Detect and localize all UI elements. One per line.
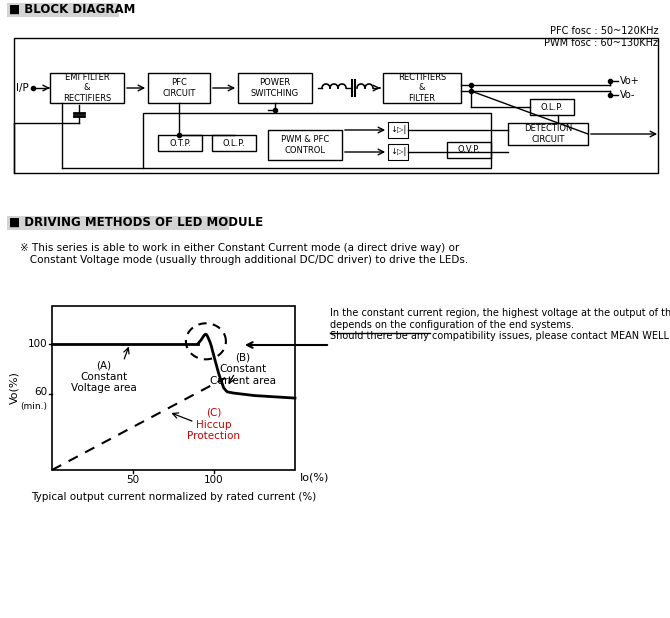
Text: O.L.P.: O.L.P.	[222, 138, 245, 148]
Text: POWER
SWITCHING: POWER SWITCHING	[251, 78, 299, 98]
Text: 100: 100	[204, 475, 224, 485]
Text: O.T.P.: O.T.P.	[169, 138, 191, 148]
Text: In the constant current region, the highest voltage at the output of the driver
: In the constant current region, the high…	[330, 308, 670, 341]
Bar	[212, 135, 256, 151]
Text: 60: 60	[34, 387, 47, 397]
Bar	[388, 144, 408, 160]
Text: ■ BLOCK DIAGRAM: ■ BLOCK DIAGRAM	[9, 2, 135, 15]
Text: 50: 50	[127, 475, 139, 485]
Text: (C)
Hiccup
Protection: (C) Hiccup Protection	[188, 408, 241, 441]
Bar	[50, 73, 124, 103]
Text: I/P: I/P	[16, 83, 29, 93]
Text: Typical output current normalized by rated current (%): Typical output current normalized by rat…	[31, 492, 316, 502]
Bar	[143, 113, 491, 168]
Text: (B)
Constant
Current area: (B) Constant Current area	[210, 352, 276, 386]
Text: ■ DRIVING METHODS OF LED MODULE: ■ DRIVING METHODS OF LED MODULE	[9, 216, 263, 229]
Bar	[268, 130, 342, 160]
Text: ↓▷|: ↓▷|	[390, 125, 406, 135]
Bar	[7, 3, 119, 17]
Text: EMI FILTER
&
RECTIFIERS: EMI FILTER & RECTIFIERS	[63, 73, 111, 103]
Text: 100: 100	[27, 339, 47, 349]
Bar	[383, 73, 461, 103]
Text: O.V.P.: O.V.P.	[458, 145, 480, 154]
Text: (min.): (min.)	[20, 402, 47, 412]
Bar	[7, 216, 229, 230]
Bar	[530, 99, 574, 115]
Bar	[388, 122, 408, 138]
Text: DETECTION
CIRCUIT: DETECTION CIRCUIT	[524, 124, 572, 144]
Bar	[148, 73, 210, 103]
Bar	[447, 142, 491, 158]
Text: PFC fosc : 50~120KHz
PWM fosc : 60~130KHz: PFC fosc : 50~120KHz PWM fosc : 60~130KH…	[544, 26, 658, 48]
Text: PWM & PFC
CONTROL: PWM & PFC CONTROL	[281, 135, 329, 154]
Text: RECTIFIERS
&
FILTER: RECTIFIERS & FILTER	[398, 73, 446, 103]
Text: (A)
Constant
Voltage area: (A) Constant Voltage area	[71, 360, 137, 393]
Bar	[238, 73, 312, 103]
Text: ※ This series is able to work in either Constant Current mode (a direct drive wa: ※ This series is able to work in either …	[20, 243, 468, 265]
Text: ↓▷|: ↓▷|	[390, 148, 406, 156]
Text: Vo(%): Vo(%)	[9, 371, 19, 404]
Bar	[52, 306, 295, 470]
Text: Io(%): Io(%)	[300, 473, 330, 483]
Bar	[158, 135, 202, 151]
Text: Vo+: Vo+	[620, 76, 640, 86]
Bar	[14, 38, 658, 173]
Text: PFC
CIRCUIT: PFC CIRCUIT	[162, 78, 196, 98]
Bar	[508, 123, 588, 145]
Text: O.L.P.: O.L.P.	[541, 103, 563, 111]
Text: Vo-: Vo-	[620, 90, 635, 100]
